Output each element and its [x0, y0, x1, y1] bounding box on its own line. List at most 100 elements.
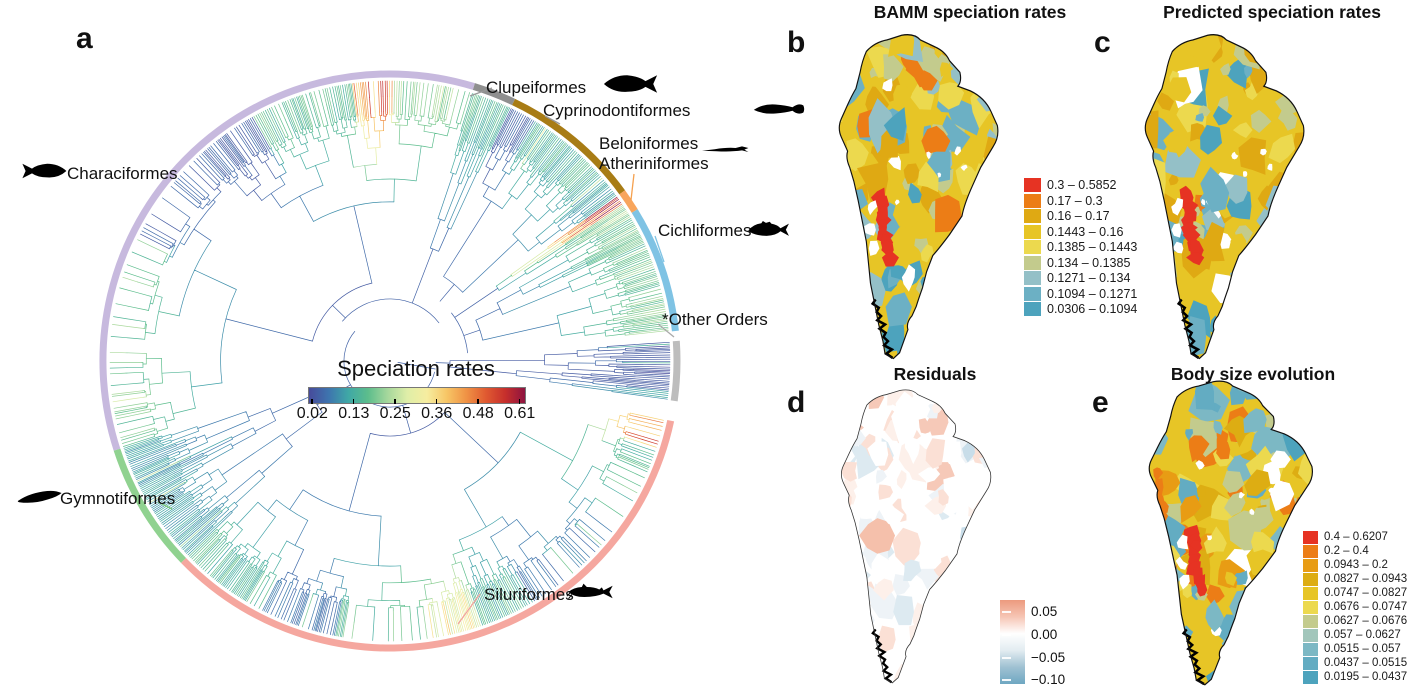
legend-range-label: 0.0515 – 0.057: [1324, 643, 1401, 656]
map-residuals: [840, 389, 992, 684]
residuals-tick: [1002, 611, 1011, 613]
colorbar-tick-label: 0.02: [296, 405, 328, 422]
panel-c-title: Predicted speciation rates: [1163, 2, 1381, 22]
panel-e-title: Body size evolution: [1170, 364, 1336, 384]
map-fill-layer: [841, 389, 991, 683]
coastline: [1144, 34, 1305, 360]
legend-row: 0.1271 – 0.134: [1024, 271, 1137, 285]
legend-color-swatch: [1303, 531, 1318, 544]
order-ring: [99, 70, 681, 652]
order-label-other-orders: *Other Orders: [662, 310, 768, 329]
legend-row: 0.1094 – 0.1271: [1024, 286, 1138, 301]
legend-range-label: 0.0747 – 0.0827: [1324, 587, 1408, 600]
residuals-colorbar: [1000, 600, 1025, 684]
legend-range-label: 0.1094 – 0.1271: [1047, 286, 1138, 301]
legend-color-swatch: [1303, 657, 1318, 670]
body-size-evolution-legend: 0.4 – 0.6207 0.2 – 0.4 0.0943 – 0.2 0.0827 …: [1303, 531, 1407, 685]
colorbar-tick-label: 0.48: [462, 405, 494, 422]
colorbar-title: Speciation rates: [337, 356, 495, 381]
legend-row: 0.134 – 0.1385: [1024, 255, 1137, 270]
legend-range-label: 0.0195 – 0.0437: [1324, 671, 1408, 684]
leader-line: [544, 115, 561, 125]
legend-color-swatch: [1303, 615, 1318, 628]
leader-line: [151, 179, 171, 198]
residuals-tick: [1002, 657, 1011, 659]
map-fill-layer: [839, 34, 998, 359]
colorbar-tick: [352, 399, 355, 404]
legend-range-label: 0.134 – 0.1385: [1047, 255, 1131, 270]
order-ring-segment: [113, 448, 187, 563]
colorbar-tick-label: 0.36: [421, 405, 453, 422]
residuals-tick-label: 0.05: [1031, 604, 1058, 619]
legend-color-swatch: [1024, 271, 1041, 285]
map-fill-layer: [1149, 381, 1313, 685]
legend-row: 0.0306 – 0.1094: [1024, 302, 1137, 316]
phylogenetic-tree: [99, 70, 681, 652]
legend-row: 0.3 – 0.5852: [1024, 178, 1137, 192]
legend-color-swatch: [1024, 209, 1041, 223]
order-label-cyprinodontiformes: Cyprinodontiformes: [543, 101, 691, 120]
order-ring-segment: [670, 340, 681, 402]
characiformes-fish-icon: [22, 163, 67, 179]
residuals-tick: [1002, 679, 1011, 681]
colorbar-ticks: 0.02 0.13 0.25 0.36 0.48 0.61: [297, 399, 535, 428]
legend-color-swatch: [1024, 240, 1041, 254]
legend-range-label: 0.1271 – 0.134: [1047, 271, 1131, 285]
clupeiformes-fish-icon: [603, 75, 658, 93]
colorbar-tick: [394, 399, 396, 404]
coastline: [1148, 380, 1314, 686]
colorbar-gradient: [308, 387, 526, 404]
siluriformes-fish-icon: [566, 583, 613, 599]
legend-color-swatch: [1024, 286, 1041, 301]
legend-row: 0.2 – 0.4: [1303, 545, 1407, 558]
legend-range-label: 0.1385 – 0.1443: [1047, 240, 1138, 254]
legend-color-swatch: [1303, 545, 1318, 558]
legend-color-swatch: [1303, 587, 1318, 600]
legend-row: 0.0627 – 0.0676: [1303, 615, 1407, 628]
colorbar-tick: [518, 399, 521, 404]
legend-color-swatch: [1024, 178, 1041, 192]
order-label-siluriformes: Siluriformes: [484, 585, 574, 604]
legend-range-label: 0.4 – 0.6207: [1324, 531, 1388, 544]
legend-range-label: 0.0827 – 0.0943: [1324, 573, 1408, 586]
order-ring-segment: [619, 190, 638, 213]
legend-color-swatch: [1303, 629, 1318, 642]
legend-row: 0.4 – 0.6207: [1303, 531, 1407, 544]
leader-line: [654, 235, 665, 263]
panel-e-letter: e: [1092, 386, 1109, 419]
coastline: [840, 389, 992, 684]
coastline: [838, 34, 999, 360]
speciation-rate-colorbar-legend: Speciation rates 0.02 0.13 0.25 0.36 0.48 0.6…: [297, 356, 535, 428]
residuals-gradient-legend: 0.05 0.00 −0.05 −0.10: [1000, 600, 1110, 688]
order-label-beloniformes: Beloniformes: [599, 134, 699, 153]
order-ring-segment: [472, 83, 516, 106]
order-ring-segment: [512, 98, 626, 195]
order-label-atheriniformes: Atheriniformes: [599, 154, 709, 173]
legend-range-label: 0.3 – 0.5852: [1047, 178, 1117, 192]
legend-row: 0.16 – 0.17: [1024, 209, 1137, 223]
order-ring-segment: [180, 419, 675, 652]
map-bamm-speciation-rates: [838, 34, 999, 360]
colorbar-tick: [311, 399, 313, 404]
order-label-gymnotiformes: Gymnotiformes: [60, 489, 176, 508]
colorbar-tick-label: 0.13: [338, 405, 370, 422]
colorbar-tick-label: 0.25: [379, 405, 411, 422]
legend-row: 0.0747 – 0.0827: [1303, 587, 1407, 600]
legend-color-swatch: [1303, 671, 1318, 684]
label-leader-lines: [151, 87, 675, 625]
legend-color-swatch: [1303, 559, 1318, 572]
panel-b-title: BAMM speciation rates: [873, 2, 1067, 22]
cyprinodontiformes-fish-icon: [753, 104, 805, 114]
residuals-tick-label: 0.00: [1031, 627, 1058, 642]
cichliformes-fish-icon: [748, 220, 789, 236]
gymnotiformes-fish-icon: [17, 490, 62, 503]
legend-color-swatch: [1024, 302, 1041, 316]
map-predicted-speciation-rates: [1144, 34, 1305, 360]
legend-row: 0.17 – 0.3: [1024, 193, 1137, 208]
legend-row: 0.057 – 0.0627: [1303, 629, 1407, 642]
leader-line: [630, 173, 635, 201]
panel-a-letter: a: [76, 22, 93, 55]
legend-row: 0.0827 – 0.0943: [1303, 573, 1407, 586]
legend-row: 0.0676 – 0.0747: [1303, 601, 1407, 614]
